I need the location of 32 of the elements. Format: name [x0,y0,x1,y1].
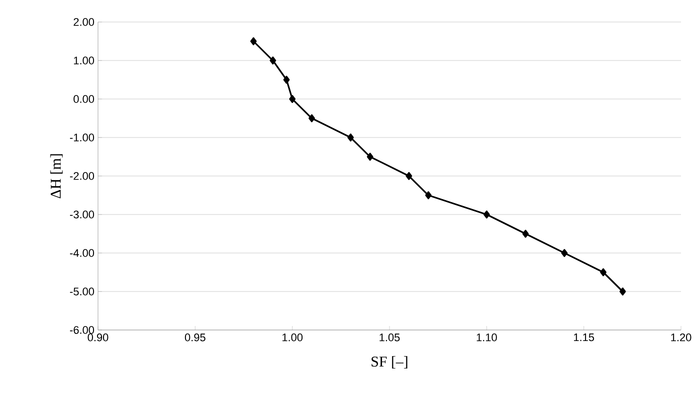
point [250,37,257,46]
point [483,210,490,218]
x-tick-label: 1.00 [282,334,303,342]
y-tick-label: 0.00 [74,95,94,103]
y-tick-label: -2.00 [70,172,94,180]
point [308,114,315,122]
y-tick-label: -6.00 [70,326,94,334]
point [522,230,529,238]
point [406,172,412,180]
x-tick-label: 1.15 [574,334,594,342]
y-tick-label: 2.00 [74,18,94,26]
y-axis-title: ΔH [m] [50,154,63,198]
x-axis-title: SF [–] [372,356,408,368]
y-tick-label: -3.00 [70,210,94,218]
point [425,191,432,200]
y-tick-label: 1.00 [74,56,94,64]
x-tick-label: 1.20 [671,334,692,342]
point [289,95,296,103]
point [366,152,374,161]
x-tick-label: 1.05 [380,334,400,342]
point [561,249,568,257]
x-tick-label: 0.95 [184,334,206,342]
point [620,288,626,296]
point [347,134,354,142]
x-tick-label: 1.10 [476,334,497,342]
point [270,56,276,64]
point [600,268,606,276]
y-tick-label: -5.00 [70,288,94,296]
y-tick-label: -1.00 [70,134,94,142]
point [283,76,290,84]
x-tick-label: 0.90 [88,334,108,342]
y-tick-label: -4.00 [70,249,94,257]
